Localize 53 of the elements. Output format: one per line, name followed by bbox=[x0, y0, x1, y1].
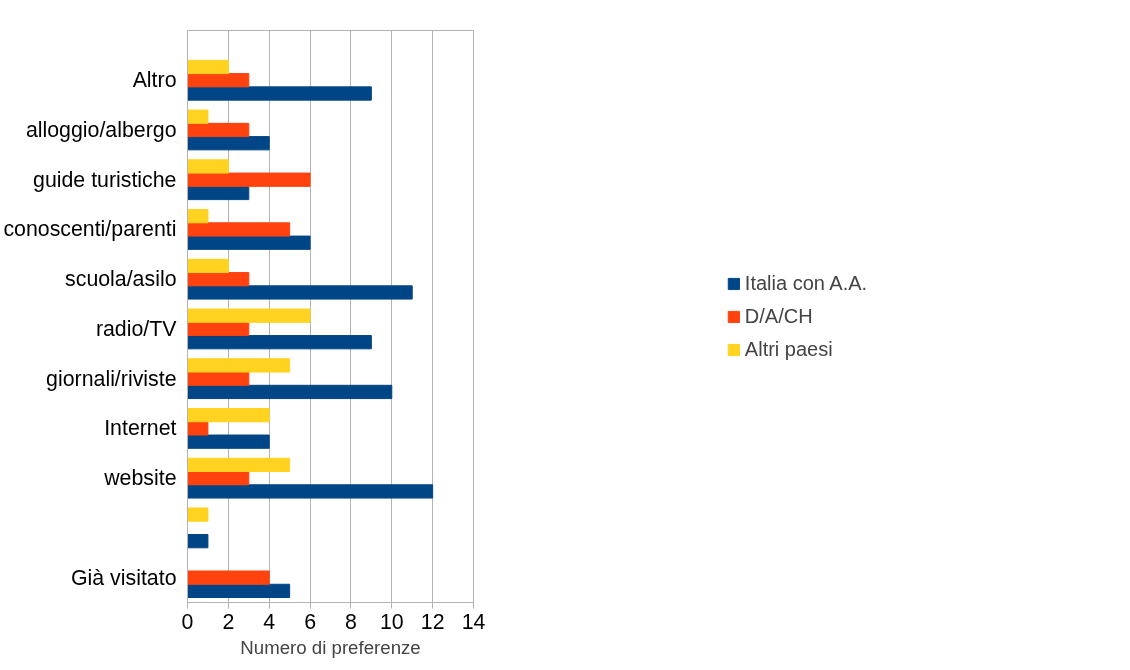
bar bbox=[187, 209, 209, 224]
x-tick-label: 0 bbox=[181, 609, 194, 634]
y-tick-label: website bbox=[103, 466, 177, 491]
y-tick-label: conoscenti/parenti bbox=[3, 217, 177, 242]
x-tick-label: 10 bbox=[379, 609, 404, 634]
x-tick-label: 6 bbox=[304, 609, 317, 634]
bar bbox=[187, 235, 311, 250]
bar bbox=[187, 185, 250, 201]
bar bbox=[187, 222, 291, 237]
bar bbox=[187, 384, 393, 400]
bar bbox=[187, 308, 311, 323]
bar bbox=[187, 285, 413, 300]
x-tick-label: 4 bbox=[263, 609, 276, 634]
x-tick-label: 2 bbox=[222, 609, 235, 634]
bar bbox=[187, 272, 250, 287]
bar bbox=[187, 507, 209, 522]
x-tick-label: 8 bbox=[345, 609, 357, 634]
bar bbox=[187, 136, 270, 151]
bar bbox=[187, 109, 209, 124]
y-tick-label: Già visitato bbox=[71, 565, 177, 590]
bar bbox=[187, 73, 250, 88]
bar bbox=[187, 583, 291, 599]
bar bbox=[187, 371, 250, 386]
y-tick-label: guide turistiche bbox=[33, 167, 177, 192]
bar bbox=[187, 457, 291, 473]
bar bbox=[187, 159, 229, 174]
y-tick-label: Internet bbox=[104, 416, 177, 441]
bar bbox=[187, 471, 250, 486]
bar bbox=[187, 335, 372, 350]
legend-label: Italia con A.A. bbox=[744, 271, 868, 295]
bar bbox=[187, 258, 229, 274]
y-tick-label: radio/TV bbox=[95, 316, 178, 341]
bar bbox=[187, 358, 291, 373]
bar bbox=[187, 86, 372, 101]
y-tick-label: alloggio/albergo bbox=[25, 117, 177, 142]
x-axis-title: Numero di preferenze bbox=[240, 636, 421, 658]
bar bbox=[187, 534, 209, 549]
legend-label: Altri paesi bbox=[744, 337, 833, 361]
legend-label: D/A/CH bbox=[744, 304, 813, 328]
x-tick-label: 14 bbox=[461, 609, 486, 634]
y-tick-label: scuola/asilo bbox=[65, 267, 177, 292]
bar bbox=[187, 122, 250, 138]
bar bbox=[187, 434, 270, 449]
y-tick-label: Altro bbox=[132, 68, 177, 93]
bar bbox=[187, 408, 270, 423]
bar bbox=[187, 570, 270, 585]
bar bbox=[187, 421, 209, 436]
bar bbox=[187, 321, 250, 337]
bar bbox=[187, 484, 434, 499]
y-tick-label: giornali/riviste bbox=[46, 366, 177, 391]
bar bbox=[187, 172, 311, 187]
x-tick-label: 12 bbox=[420, 609, 445, 634]
bar bbox=[187, 59, 229, 75]
